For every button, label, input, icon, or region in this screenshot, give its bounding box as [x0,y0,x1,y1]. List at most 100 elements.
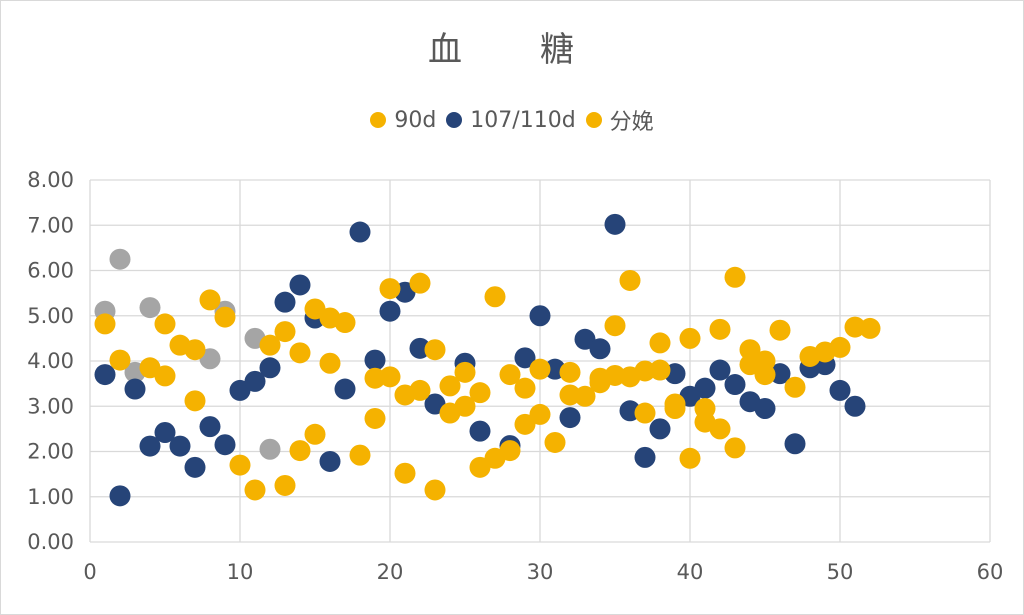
data-point-series-2 [709,418,731,440]
data-point-series-1 [634,446,656,468]
legend-item-90d: 90d [370,108,436,133]
chart-title: 血 糖 [428,30,596,70]
legend-marker-107-110d [446,112,463,128]
data-point-series-2 [424,339,446,361]
data-point-series-1 [829,379,851,401]
data-point-series-1 [574,328,596,350]
data-point-series-2 [454,361,476,383]
data-point-series-0 [139,297,161,319]
data-point-series-2 [349,444,371,466]
legend-label-90d: 90d [394,107,437,133]
data-point-series-2 [379,278,401,300]
data-point-series-2 [259,334,281,356]
data-point-series-2 [724,437,746,459]
legend-label-107-110d: 107/110d [470,107,576,133]
data-point-series-1 [469,420,491,442]
y-tick-label: 3.00 [27,394,74,418]
data-point-series-2 [289,342,311,364]
x-tick-label: 30 [527,560,554,584]
data-point-series-2 [859,317,881,339]
data-point-series-1 [769,363,791,385]
x-tick-label: 20 [377,560,404,584]
y-tick-label: 5.00 [27,304,74,328]
legend-marker-90d [370,112,387,128]
data-point-series-2 [214,306,236,328]
data-point-series-1 [154,421,176,443]
data-point-series-2 [229,454,251,476]
data-point-series-2 [634,402,656,424]
data-point-series-2 [634,360,656,382]
y-tick-label: 0.00 [27,530,74,554]
data-point-series-1 [349,221,371,243]
data-point-series-2 [379,366,401,388]
data-point-series-2 [619,269,641,291]
data-point-series-1 [334,378,356,400]
data-point-series-1 [364,349,386,371]
data-point-series-2 [544,431,566,453]
data-point-series-1 [724,374,746,396]
x-tick-label: 40 [677,560,704,584]
data-point-series-1 [604,213,626,235]
x-tick-label: 10 [227,560,254,584]
data-point-series-2 [529,358,551,380]
data-point-series-2 [94,313,116,335]
legend-item-107-110d: 107/110d [446,107,576,133]
legend-item-delivery: 分娩 [585,104,654,136]
data-point-series-2 [109,349,131,371]
data-point-series-2 [679,447,701,469]
data-point-series-2 [574,385,596,407]
data-point-series-0 [259,438,281,460]
x-tick-label: 60 [977,560,1004,584]
data-point-series-2 [514,377,536,399]
data-point-series-2 [424,479,446,501]
data-point-series-1 [709,359,731,381]
data-point-series-2 [274,474,296,496]
data-point-series-1 [319,450,341,472]
data-point-series-1 [109,485,131,507]
data-point-series-2 [754,364,776,386]
data-point-series-2 [649,359,671,381]
data-point-series-2 [829,336,851,358]
data-point-series-2 [394,462,416,484]
data-point-series-1 [844,395,866,417]
data-point-series-2 [184,339,206,361]
data-point-series-2 [154,313,176,335]
data-point-series-2 [709,318,731,340]
data-point-series-1 [274,291,296,313]
chart-legend: 90d 107/110d 分娩 [0,104,1024,136]
data-point-series-2 [499,440,521,462]
data-point-series-0 [109,248,131,270]
data-point-series-1 [379,300,401,322]
data-point-series-2 [439,375,461,397]
data-point-series-1 [184,456,206,478]
y-tick-label: 6.00 [27,259,74,283]
data-point-series-2 [649,332,671,354]
data-point-series-2 [409,379,431,401]
y-tick-label: 7.00 [27,213,74,237]
data-point-series-2 [319,352,341,374]
data-point-series-2 [514,413,536,435]
data-point-series-1 [559,407,581,429]
data-point-series-1 [244,370,266,392]
data-point-series-2 [739,339,761,361]
data-point-series-2 [604,315,626,337]
data-point-series-2 [724,266,746,288]
data-point-series-2 [679,327,701,349]
data-point-series-1 [589,338,611,360]
data-point-series-2 [784,376,806,398]
data-point-series-1 [694,377,716,399]
x-tick-label: 0 [83,560,96,584]
y-tick-label: 4.00 [27,349,74,373]
legend-marker-delivery [585,112,602,128]
data-point-series-2 [154,365,176,387]
data-point-series-2 [529,403,551,425]
data-point-series-2 [559,361,581,383]
data-point-series-1 [199,416,221,438]
data-point-series-2 [274,321,296,343]
data-point-series-1 [214,434,236,456]
data-point-series-1 [649,418,671,440]
data-point-series-2 [289,440,311,462]
data-point-series-1 [259,357,281,379]
